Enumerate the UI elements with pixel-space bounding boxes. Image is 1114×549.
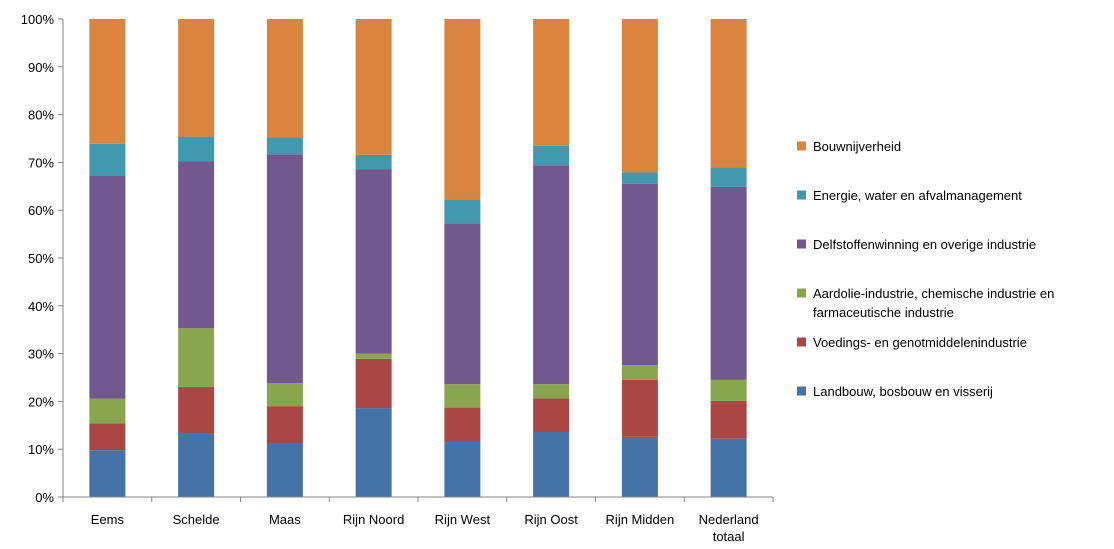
- x-tick-label: totaal: [713, 529, 745, 544]
- legend-label: farmaceutische industrie: [813, 305, 954, 320]
- y-tick-label: 80%: [28, 108, 54, 123]
- bar-segment: [356, 155, 392, 169]
- bar-segment: [178, 328, 214, 387]
- bar-segment: [267, 406, 303, 444]
- bar-stack: [178, 19, 214, 497]
- bar-segment: [356, 408, 392, 497]
- legend-label: Aardolie-industrie, chemische industrie …: [813, 286, 1054, 301]
- bar-segment: [444, 442, 480, 497]
- bar-segment: [533, 165, 569, 384]
- bar-segment: [89, 399, 125, 424]
- bar-stack: [267, 19, 303, 497]
- bar-stack: [89, 19, 125, 497]
- bar-stack: [711, 19, 747, 497]
- bar-segment: [622, 437, 658, 497]
- y-tick-label: 30%: [28, 347, 54, 362]
- bar-segment: [533, 384, 569, 398]
- bar-segment: [89, 423, 125, 450]
- x-tick-label: Rijn West: [435, 512, 491, 527]
- bar-segment: [178, 434, 214, 497]
- x-tick-label: Schelde: [173, 512, 220, 527]
- x-tick-label: Rijn Oost: [524, 512, 578, 527]
- bar-stack: [444, 19, 480, 497]
- bar-segment: [178, 19, 214, 137]
- x-tick-label: Eems: [91, 512, 125, 527]
- bar-segment: [622, 19, 658, 172]
- y-tick-label: 40%: [28, 299, 54, 314]
- y-tick-label: 100%: [21, 12, 55, 27]
- bar-segment: [267, 19, 303, 138]
- bar-segment: [444, 224, 480, 385]
- legend-swatch: [797, 289, 806, 298]
- bar-segment: [356, 169, 392, 354]
- bar-segment: [711, 401, 747, 439]
- bar-segment: [711, 439, 747, 497]
- x-tick-label: Maas: [269, 512, 301, 527]
- bar-segment: [711, 187, 747, 380]
- bar-segment: [622, 380, 658, 437]
- bar-segment: [356, 19, 392, 155]
- y-tick-label: 10%: [28, 442, 54, 457]
- x-tick-label: Nederland: [699, 512, 759, 527]
- bar-segment: [356, 354, 392, 359]
- bar-segment: [533, 19, 569, 146]
- bar-stack: [622, 19, 658, 497]
- legend-swatch: [797, 191, 806, 200]
- legend-label: Voedings- en genotmiddelenindustrie: [813, 335, 1027, 350]
- bar-segment: [444, 19, 480, 199]
- bar-segment: [533, 432, 569, 497]
- bar-segment: [267, 444, 303, 497]
- legend-swatch: [797, 338, 806, 347]
- x-tick-label: Rijn Noord: [343, 512, 404, 527]
- bar-segment: [711, 167, 747, 187]
- legend-swatch: [797, 240, 806, 249]
- y-tick-label: 60%: [28, 203, 54, 218]
- bar-segment: [533, 399, 569, 432]
- legend-label: Delfstoffenwinning en overige industrie: [813, 237, 1036, 252]
- y-tick-label: 50%: [28, 251, 54, 266]
- bar-segment: [178, 387, 214, 434]
- y-tick-label: 90%: [28, 60, 54, 75]
- bar-segment: [89, 175, 125, 398]
- bar-segment: [267, 138, 303, 155]
- y-tick-label: 20%: [28, 394, 54, 409]
- bar-segment: [178, 161, 214, 328]
- bar-segment: [89, 450, 125, 497]
- bar-segment: [89, 144, 125, 176]
- bar-segment: [622, 172, 658, 183]
- legend-label: Landbouw, bosbouw en visserij: [813, 384, 993, 399]
- bar-segment: [267, 154, 303, 383]
- bar-segment: [356, 359, 392, 408]
- bar-stack: [356, 19, 392, 497]
- bar-segment: [622, 184, 658, 365]
- bar-segment: [444, 199, 480, 223]
- legend-label: Energie, water en afvalmanagement: [813, 188, 1022, 203]
- bar-segment: [711, 380, 747, 401]
- bar-segment: [89, 19, 125, 144]
- bar-segment: [533, 146, 569, 166]
- bar-segment: [444, 384, 480, 407]
- x-tick-label: Rijn Midden: [606, 512, 675, 527]
- bar-segment: [178, 137, 214, 162]
- legend-swatch: [797, 142, 806, 151]
- bar-segment: [267, 383, 303, 406]
- legend-label: Bouwnijverheid: [813, 139, 901, 154]
- bar-segment: [444, 408, 480, 442]
- bar-segment: [622, 365, 658, 380]
- legend-swatch: [797, 387, 806, 396]
- bar-segment: [711, 19, 747, 167]
- y-tick-label: 70%: [28, 155, 54, 170]
- y-tick-label: 0%: [35, 490, 54, 505]
- bar-stack: [533, 19, 569, 497]
